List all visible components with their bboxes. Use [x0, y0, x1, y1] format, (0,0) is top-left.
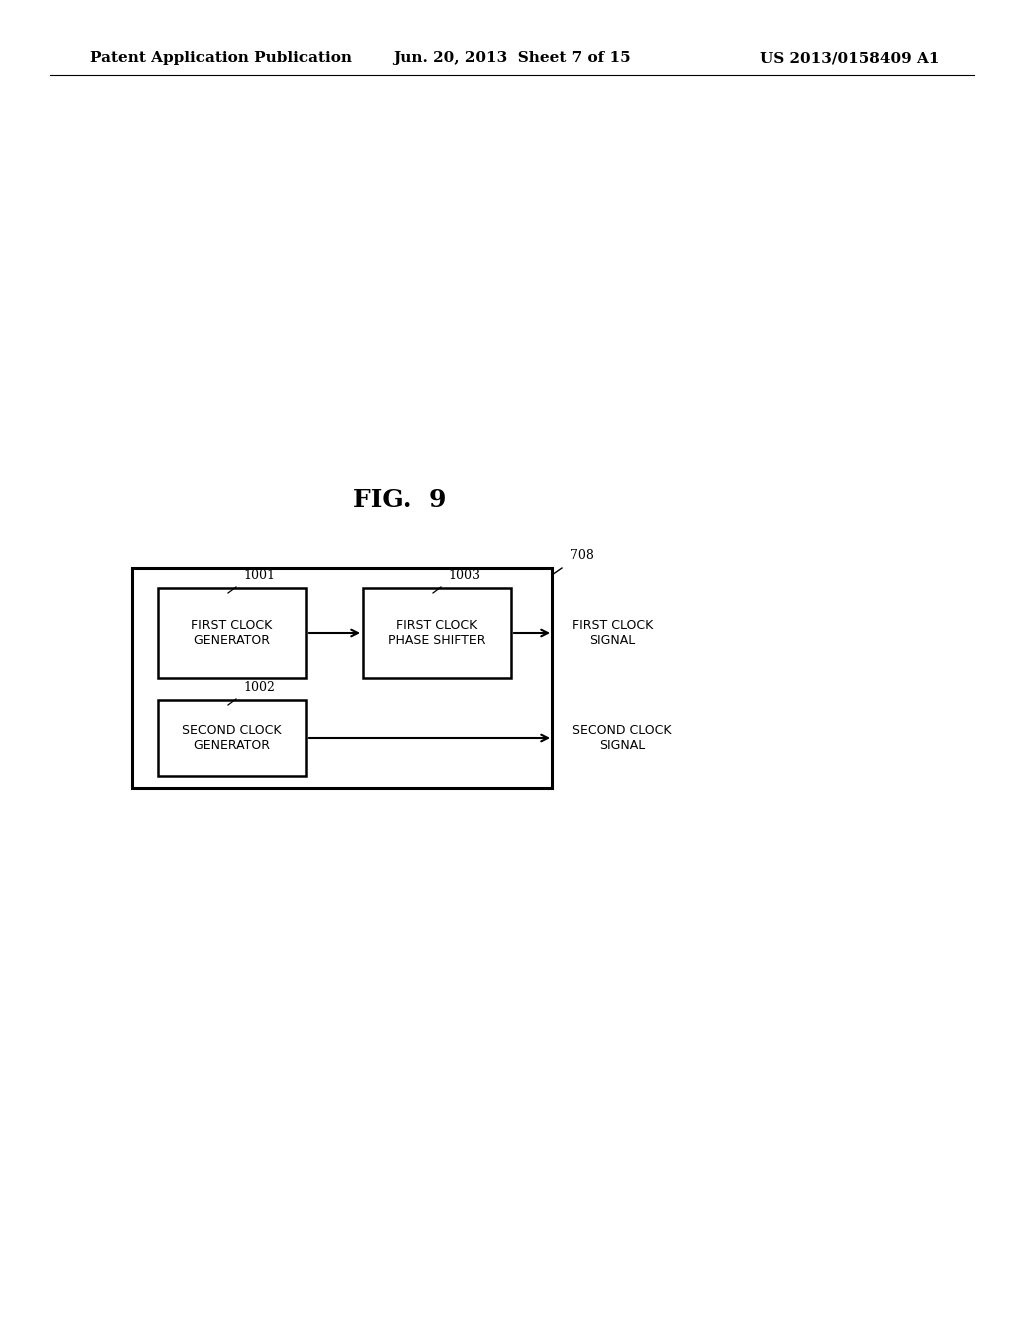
Text: Jun. 20, 2013  Sheet 7 of 15: Jun. 20, 2013 Sheet 7 of 15	[393, 51, 631, 65]
Bar	[158, 587, 306, 678]
Text: 1001: 1001	[243, 569, 275, 582]
Text: 708: 708	[570, 549, 594, 562]
Text: FIRST CLOCK
GENERATOR: FIRST CLOCK GENERATOR	[191, 619, 272, 647]
Bar	[132, 568, 552, 788]
Text: 1002: 1002	[243, 681, 274, 694]
Text: 1003: 1003	[449, 569, 480, 582]
Text: US 2013/0158409 A1: US 2013/0158409 A1	[761, 51, 940, 65]
Text: FIG.  9: FIG. 9	[353, 488, 446, 512]
Bar	[362, 587, 511, 678]
Text: Patent Application Publication: Patent Application Publication	[90, 51, 352, 65]
Bar	[158, 700, 306, 776]
Text: SECOND CLOCK
GENERATOR: SECOND CLOCK GENERATOR	[182, 723, 282, 752]
Text: FIRST CLOCK
SIGNAL: FIRST CLOCK SIGNAL	[572, 619, 653, 647]
Text: FIRST CLOCK
PHASE SHIFTER: FIRST CLOCK PHASE SHIFTER	[388, 619, 485, 647]
Text: SECOND CLOCK
SIGNAL: SECOND CLOCK SIGNAL	[572, 723, 672, 752]
